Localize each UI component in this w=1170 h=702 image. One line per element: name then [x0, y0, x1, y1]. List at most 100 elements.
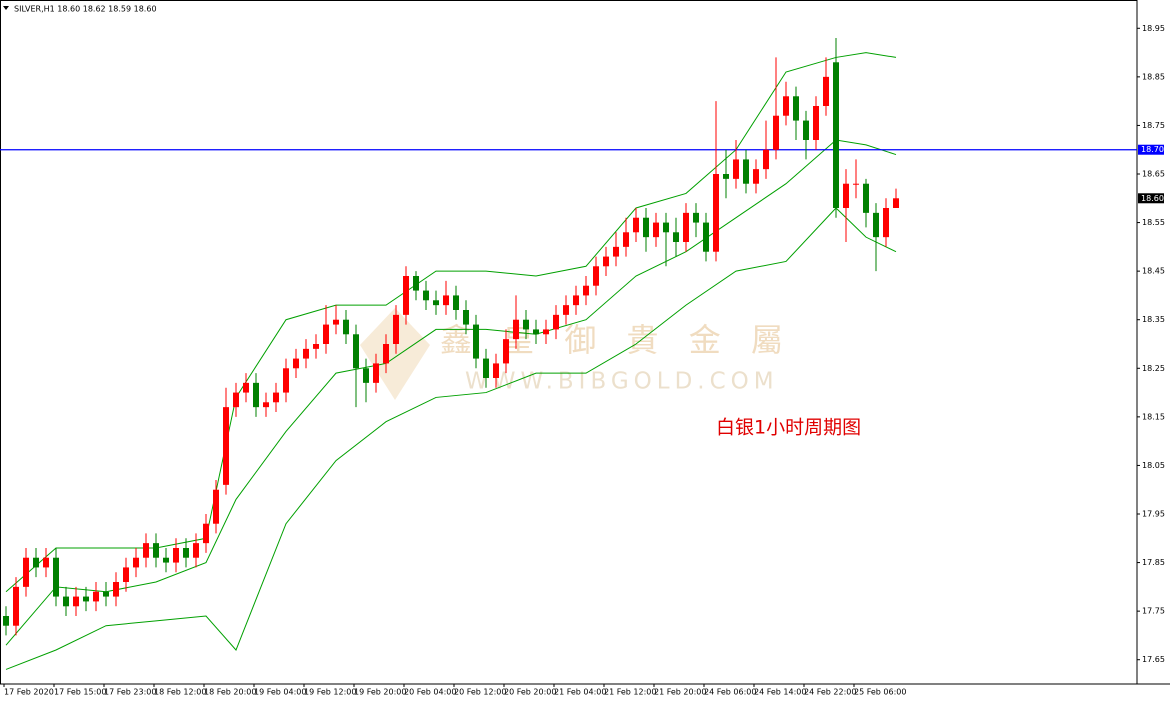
candle-body [353, 334, 359, 369]
candle-body [413, 276, 419, 291]
candle-body [73, 596, 79, 607]
bollinger-band [5, 52, 897, 593]
candle-body [193, 543, 199, 558]
y-tick-label: 18.25 [1142, 364, 1165, 373]
y-tick-label: 18.15 [1142, 412, 1165, 421]
y-tick-label: 17.65 [1142, 655, 1165, 664]
candle-body [673, 232, 679, 242]
candle-body [813, 106, 819, 140]
candle-body [223, 407, 229, 485]
x-tick-label: 20 Feb 12:00 [454, 688, 506, 697]
candle-body [393, 314, 399, 344]
watermark-logo [360, 308, 430, 400]
candle-body [243, 382, 249, 393]
candle-body [173, 548, 179, 563]
candle-body [23, 557, 29, 587]
candle-body [723, 174, 729, 179]
candle-body [773, 115, 779, 150]
y-tick-label: 18.05 [1142, 461, 1165, 470]
candle-body [503, 339, 509, 364]
y-tick-label: 18.75 [1142, 121, 1165, 130]
x-tick-label: 19 Feb 20:00 [354, 688, 406, 697]
candle-body [743, 159, 749, 184]
x-tick-label: 24 Feb 14:00 [754, 688, 806, 697]
candle-body [203, 523, 209, 544]
candle-body [143, 543, 149, 558]
watermark: 鑫 皇 御 貴 金 屬 [440, 321, 793, 359]
candle-body [473, 324, 479, 359]
x-tick-label: 17 Feb 15:00 [54, 688, 106, 697]
candle-body [713, 174, 719, 252]
candle-body [113, 582, 119, 597]
candle-body [693, 212, 699, 223]
x-tick-label: 25 Feb 06:00 [854, 688, 906, 697]
candle-body [33, 557, 39, 568]
candle-body [213, 489, 219, 524]
bollinger-band [5, 207, 897, 670]
candle-body [383, 344, 389, 364]
candle-body [343, 319, 349, 335]
candle-body [483, 358, 489, 378]
candle-body [863, 183, 869, 213]
candle-body [563, 305, 569, 315]
y-tick-label: 18.65 [1142, 170, 1165, 179]
candle-body [533, 329, 539, 335]
candle-body [13, 586, 19, 626]
x-tick-label: 18 Feb 12:00 [154, 688, 206, 697]
candle-body [463, 310, 469, 325]
candle-body [623, 232, 629, 247]
x-tick-label: 20 Feb 20:00 [504, 688, 556, 697]
x-tick-label: 21 Feb 04:00 [554, 688, 606, 697]
candle-body [593, 266, 599, 286]
watermark-url: WWW.BIBGOLD.COM [465, 369, 779, 395]
y-tick-label: 18.55 [1142, 218, 1165, 227]
candle-body [573, 295, 579, 306]
candle-body [323, 324, 329, 344]
candle-body [253, 382, 259, 408]
candle-body [733, 159, 739, 179]
hline-label-bg [1138, 144, 1164, 155]
candle-body [283, 368, 289, 393]
candle-body [883, 208, 889, 238]
candle-body [403, 276, 409, 315]
candle-body [163, 557, 169, 563]
candle-body [333, 319, 339, 325]
candle-body [263, 402, 269, 408]
bollinger-band [5, 139, 897, 646]
candle-body [93, 591, 99, 602]
candle-body [123, 567, 129, 582]
candle-body [183, 548, 189, 558]
candle-body [613, 246, 619, 257]
candle-body [273, 392, 279, 403]
x-tick-label: 18 Feb 20:00 [204, 688, 256, 697]
x-tick-label: 19 Feb 04:00 [254, 688, 306, 697]
candle-body [893, 198, 899, 208]
candle-body [543, 329, 549, 335]
candle-body [133, 557, 139, 568]
candle-body [293, 358, 299, 369]
candle-body [663, 222, 669, 233]
candle-body [453, 295, 459, 310]
candle-body [373, 363, 379, 383]
x-tick-label: 17 Feb 23:00 [104, 688, 156, 697]
candle-body [783, 96, 789, 116]
candle-body [683, 212, 689, 242]
last-price-label: 18.60 [1141, 194, 1164, 203]
candle-body [63, 596, 69, 607]
candle-body [833, 62, 839, 209]
x-tick-label: 20 Feb 04:00 [404, 688, 456, 697]
y-tick-label: 18.95 [1142, 24, 1165, 33]
candle-body [763, 149, 769, 170]
candle-body [703, 222, 709, 252]
annotation: 白银1小时周期图 [716, 417, 861, 439]
candle-body [83, 596, 89, 602]
y-tick-label: 18.35 [1142, 315, 1165, 324]
candle-body [423, 290, 429, 301]
hline-label: 18.70 [1141, 145, 1164, 154]
candle-body [513, 319, 519, 340]
candle-body [233, 392, 239, 408]
candle-body [643, 217, 649, 238]
candle-body [303, 348, 309, 359]
